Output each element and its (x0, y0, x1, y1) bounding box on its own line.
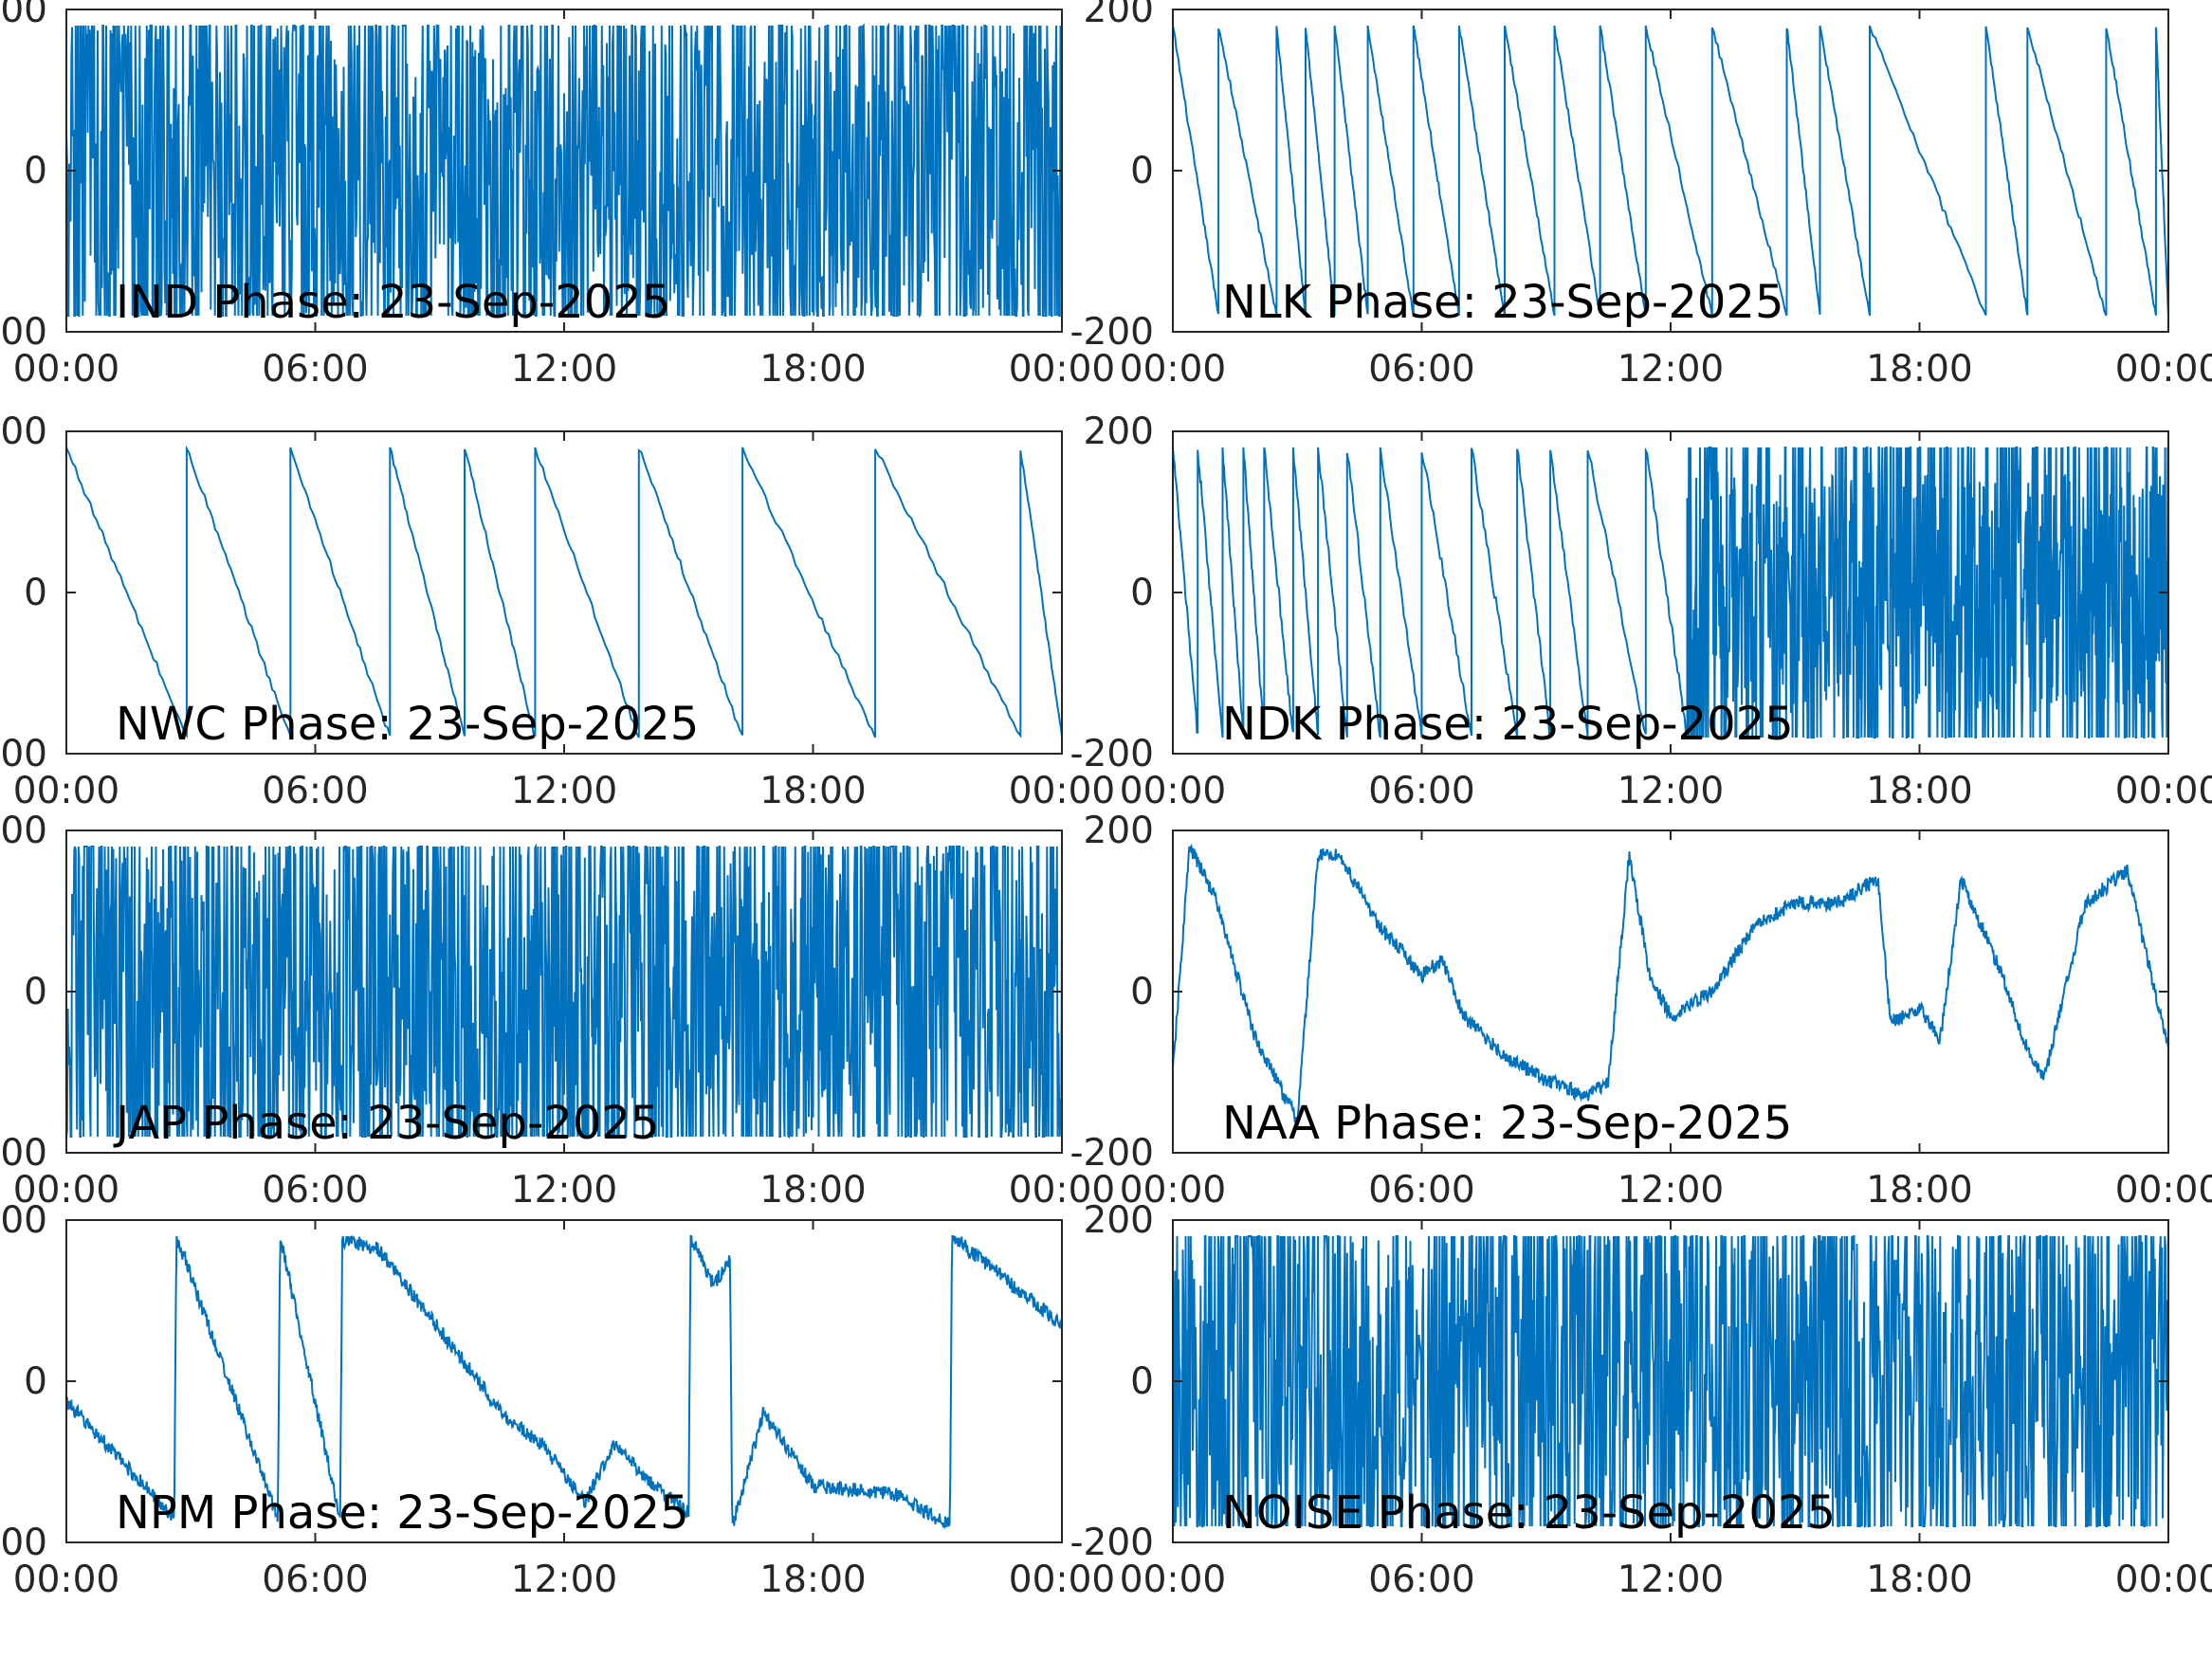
x-tick-label: 12:00 (511, 770, 617, 812)
series-line-ind (65, 22, 1063, 319)
y-tick-label: 200 (1084, 810, 1154, 852)
x-tick-label: 00:00 (13, 348, 119, 391)
x-tick-label: 00:00 (1120, 770, 1226, 812)
series-line-naa (1172, 843, 2169, 1126)
x-tick-label: 18:00 (759, 1559, 866, 1601)
x-tick-label: 12:00 (511, 1169, 617, 1212)
x-tick-label: 00:00 (2115, 1169, 2212, 1212)
chart-title: NOISE Phase: 23-Sep-2025 (1222, 1486, 1836, 1540)
x-tick-label: 00:00 (1009, 1169, 1115, 1212)
x-tick-label: 06:00 (1368, 348, 1474, 391)
x-tick-label: 12:00 (1618, 1559, 1724, 1601)
x-tick-label: 18:00 (759, 348, 866, 391)
x-tick-label: 12:00 (1618, 770, 1724, 812)
panel-nlk: 00:00 06:00 12:00 18:00 00:00 -200 0 200 NLK Pha… (1069, 0, 2212, 391)
x-tick-label: 00:00 (1120, 1169, 1226, 1212)
x-tick-label: 00:00 (1120, 348, 1226, 391)
x-tick-label: 06:00 (1368, 1559, 1474, 1601)
panel-naa: 00:00 06:00 12:00 18:00 00:00 -200 0 200 NAA Pha… (1069, 810, 2212, 1212)
y-tick-label: 0 (24, 150, 47, 192)
chart-title: NWC Phase: 23-Sep-2025 (116, 698, 699, 751)
x-tick-label: 18:00 (1866, 1559, 1972, 1601)
y-tick-label: -200 (1069, 733, 1154, 775)
x-tick-label: 00:00 (1009, 770, 1115, 812)
y-tick-label: 0 (1130, 572, 1154, 614)
x-tick-label: 00:00 (1009, 348, 1115, 391)
x-tick-label: 18:00 (1866, 348, 1972, 391)
x-tick-label: 12:00 (511, 1559, 617, 1601)
chart-title: IND Phase: 23-Sep-2025 (116, 276, 670, 329)
x-tick-label: 06:00 (1368, 1169, 1474, 1212)
y-tick-label: -200 (0, 311, 47, 354)
y-tick-label: 200 (0, 410, 47, 453)
x-tick-label: 00:00 (1009, 1559, 1115, 1601)
series-line-ndk (1172, 447, 2169, 738)
x-tick-label: 18:00 (759, 1169, 866, 1212)
y-tick-label: -200 (0, 733, 47, 775)
x-tick-label: 06:00 (262, 348, 368, 391)
y-tick-label: -200 (1069, 1132, 1154, 1175)
y-tick-label: 0 (24, 971, 47, 1013)
y-tick-label: 200 (0, 0, 47, 31)
chart-title: NDK Phase: 23-Sep-2025 (1222, 698, 1794, 751)
series-line-noise (1172, 1235, 2169, 1528)
x-tick-label: 06:00 (262, 1169, 368, 1212)
y-tick-label: 200 (0, 810, 47, 852)
x-tick-label: 18:00 (1866, 770, 1972, 812)
chart-title: NLK Phase: 23-Sep-2025 (1222, 276, 1783, 329)
x-tick-label: 12:00 (511, 348, 617, 391)
chart-title: JAP Phase: 23-Sep-2025 (113, 1097, 659, 1150)
x-tick-label: 06:00 (262, 1559, 368, 1601)
series-line-npm (65, 1234, 1063, 1530)
y-tick-label: -200 (0, 1522, 47, 1564)
chart-title: NPM Phase: 23-Sep-2025 (116, 1486, 689, 1540)
y-tick-label: 0 (1130, 971, 1154, 1013)
y-tick-label: 0 (24, 1360, 47, 1403)
x-tick-label: 12:00 (1618, 1169, 1724, 1212)
x-tick-label: 12:00 (1618, 348, 1724, 391)
x-tick-label: 18:00 (759, 770, 866, 812)
y-tick-label: 0 (1130, 1360, 1154, 1403)
x-tick-label: 00:00 (2115, 348, 2212, 391)
y-tick-label: 200 (1084, 410, 1154, 453)
series-line-nlk (1172, 25, 2169, 317)
series-line-nwc (65, 445, 1063, 739)
x-tick-label: 06:00 (1368, 770, 1474, 812)
panel-ndk: 00:00 06:00 12:00 18:00 00:00 -200 0 200 NDK Pha… (1069, 410, 2212, 812)
chart-title: NAA Phase: 23-Sep-2025 (1222, 1097, 1792, 1150)
x-tick-label: 18:00 (1866, 1169, 1972, 1212)
y-tick-label: -200 (0, 1132, 47, 1175)
x-tick-label: 00:00 (13, 1559, 119, 1601)
x-tick-label: 00:00 (13, 770, 119, 812)
x-tick-label: 00:00 (1120, 1559, 1226, 1601)
x-tick-label: 06:00 (262, 770, 368, 812)
x-tick-label: 00:00 (13, 1169, 119, 1212)
x-tick-label: 00:00 (2115, 770, 2212, 812)
x-tick-label: 00:00 (2115, 1559, 2212, 1601)
y-tick-label: 200 (0, 1199, 47, 1242)
y-tick-label: 200 (1084, 0, 1154, 31)
y-tick-label: 0 (1130, 150, 1154, 192)
y-tick-label: -200 (1069, 1522, 1154, 1564)
y-tick-label: 0 (24, 572, 47, 614)
y-tick-label: -200 (1069, 311, 1154, 354)
panel-noise: 00:00 06:00 12:00 18:00 00:00 -200 0 200 NOISE P… (1069, 1199, 2212, 1601)
series-line-jap (65, 843, 1063, 1139)
y-tick-label: 200 (1084, 1199, 1154, 1242)
